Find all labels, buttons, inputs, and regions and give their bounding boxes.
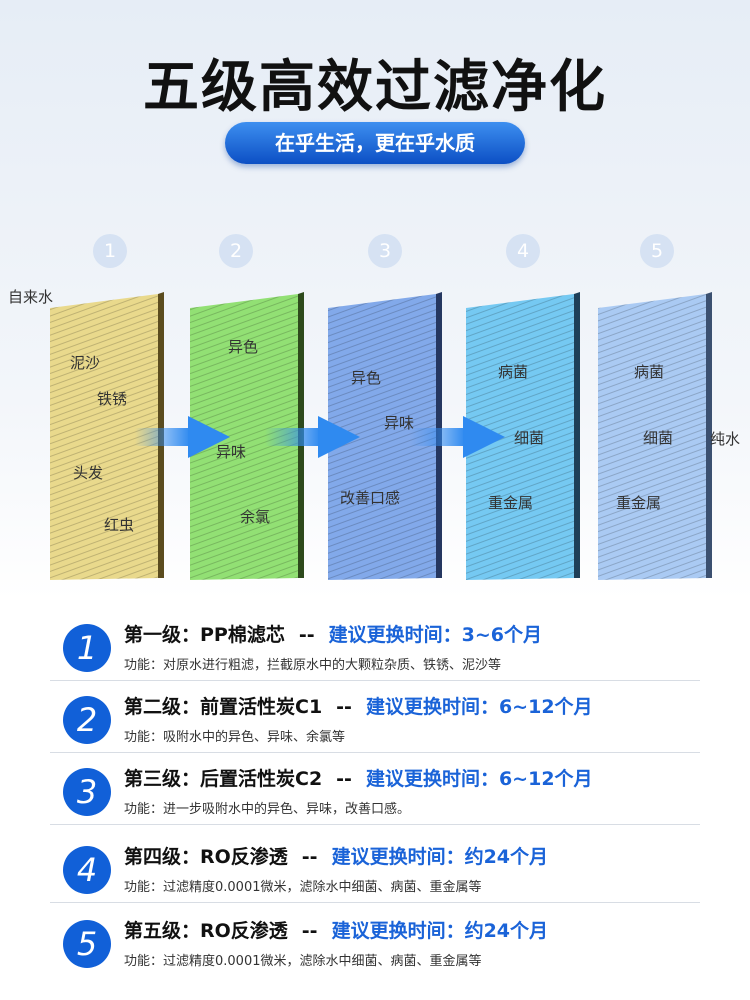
replace-time: 建议更换时间：约24个月 [331, 920, 549, 942]
divider [50, 824, 700, 825]
filter-label: 异色 [228, 338, 259, 356]
replace-time: 建议更换时间：约24个月 [331, 846, 549, 868]
filter-panel [574, 292, 580, 578]
filter-label: 红虫 [104, 516, 135, 534]
stage-function: 功能：对原水进行粗滤，拦截原水中的大颗粒杂质、铁锈、泥沙等 [124, 658, 502, 673]
output-label: 纯水 [710, 430, 741, 448]
input-label: 自来水 [8, 288, 54, 306]
filter-label: 重金属 [616, 494, 662, 512]
stage-function: 功能：过滤精度0.0001微米，滤除水中细菌、病菌、重金属等 [124, 880, 482, 895]
divider [50, 752, 700, 753]
stage-name: 第四级：RO反渗透 [124, 846, 288, 868]
divider [50, 680, 700, 681]
replace-time: 建议更换时间：6~12个月 [365, 768, 593, 790]
title: 五级高效过滤净化 [143, 55, 607, 120]
filter-number: 2 [219, 234, 253, 268]
stage-number: 1 [63, 624, 111, 672]
stage-number: 2 [63, 696, 111, 744]
filter-label: 改善口感 [340, 489, 401, 507]
separator: -- [301, 920, 318, 942]
subtitle: 在乎生活，更在乎水质 [225, 122, 525, 164]
filter-label: 头发 [73, 464, 104, 482]
filter-label: 重金属 [488, 494, 534, 512]
stage-function: 功能：过滤精度0.0001微米，滤除水中细菌、病菌、重金属等 [124, 954, 482, 969]
filter-number: 3 [368, 234, 402, 268]
stage-number: 3 [63, 768, 111, 816]
filter-number: 1 [93, 234, 127, 268]
filter-number: 5 [640, 234, 674, 268]
stage-function: 功能：进一步吸附水中的异色、异味，改善口感。 [124, 802, 411, 817]
stage-name: 第二级：前置活性炭C1 [124, 696, 323, 718]
filter-panel [466, 294, 574, 580]
stage-head: 第四级：RO反渗透 -- 建议更换时间：约24个月 [124, 842, 548, 869]
filter-panel [706, 292, 712, 578]
separator: -- [298, 624, 315, 646]
stage-function: 功能：吸附水中的异色、异味、余氯等 [124, 730, 346, 745]
filter-label: 异味 [384, 414, 415, 432]
stage-number: 5 [63, 920, 111, 968]
stage-name: 第一级：PP棉滤芯 [124, 624, 285, 646]
stage-head: 第五级：RO反渗透 -- 建议更换时间：约24个月 [124, 916, 548, 943]
filter-label: 细菌 [514, 429, 545, 447]
filter-number: 4 [506, 234, 540, 268]
filter-label: 异味 [216, 443, 247, 461]
filter-panel [190, 294, 298, 580]
filter-panel [328, 294, 436, 580]
separator: -- [336, 768, 352, 790]
arrows [135, 416, 505, 458]
filter-label: 泥沙 [70, 354, 101, 372]
filter-label: 铁锈 [97, 390, 128, 408]
filter-panel [598, 294, 706, 580]
filter-label: 病菌 [634, 363, 665, 381]
stage-number: 4 [63, 846, 111, 894]
stage-name: 第五级：RO反渗透 [124, 920, 288, 942]
filter-panel [50, 294, 158, 580]
filter-label: 病菌 [498, 363, 529, 381]
divider [50, 902, 700, 903]
separator: -- [336, 696, 352, 718]
filter-label: 余氯 [240, 508, 271, 526]
stage-head: 第二级：前置活性炭C1 -- 建议更换时间：6~12个月 [124, 692, 593, 719]
filter-label: 异色 [351, 369, 382, 387]
replace-time: 建议更换时间：3~6个月 [328, 624, 543, 646]
stage-head: 第一级：PP棉滤芯 -- 建议更换时间：3~6个月 [124, 620, 542, 647]
stage-head: 第三级：后置活性炭C2 -- 建议更换时间：6~12个月 [124, 764, 593, 791]
filter-label: 细菌 [643, 429, 674, 447]
filter-diagram [50, 292, 712, 580]
replace-time: 建议更换时间：6~12个月 [365, 696, 593, 718]
stage-name: 第三级：后置活性炭C2 [124, 768, 323, 790]
separator: -- [301, 846, 318, 868]
